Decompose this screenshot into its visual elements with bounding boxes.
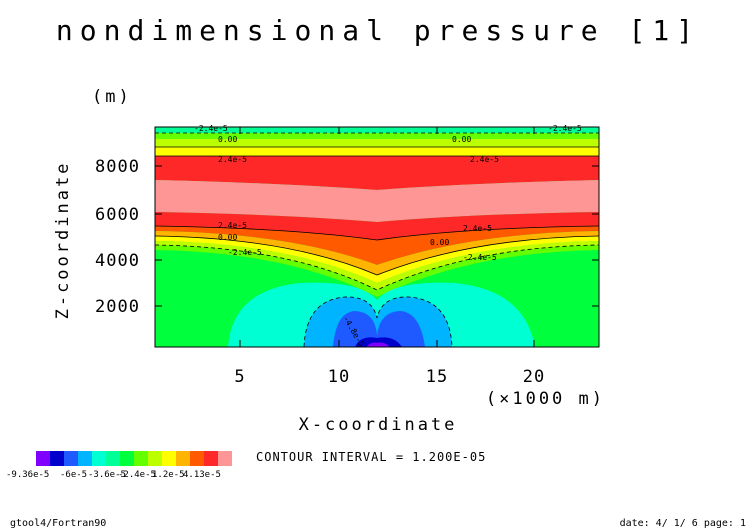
band-purple <box>366 342 390 347</box>
contour-label: 2.4e-5 <box>463 224 492 233</box>
y-axis-label: Z-coordinate <box>53 161 73 320</box>
contour-label: 0.00 <box>218 135 237 144</box>
band-top-1 <box>155 127 599 133</box>
colorbar-label: 1.2e-5 <box>152 470 185 480</box>
y-tick-label: 8000 <box>95 157 140 177</box>
colorbar-swatch <box>162 451 176 466</box>
x-axis-label: X-coordinate <box>299 415 458 435</box>
contour-line <box>155 244 599 291</box>
band-blue <box>333 311 425 347</box>
colorbar-label: 4.13e-5 <box>183 470 221 480</box>
band-light-green <box>155 245 599 297</box>
contour-line <box>155 225 599 241</box>
chart-title: nondimensional pressure [1] <box>56 14 700 47</box>
contour-label: -2.4e-5 <box>228 248 262 257</box>
band-light-orange <box>155 231 599 275</box>
colorbar-swatch <box>106 451 120 466</box>
contour-label: -2.4e-5 <box>194 124 228 133</box>
y-axis-unit: (m) <box>92 87 132 107</box>
colorbar-swatch <box>36 451 50 466</box>
contour-field <box>155 127 599 347</box>
colorbar-swatch <box>190 451 204 466</box>
contour-label: 2.4e-5 <box>218 221 247 230</box>
x-tick-label: 20 <box>523 367 545 387</box>
colorbar-swatch <box>176 451 190 466</box>
colorbar-swatch <box>50 451 64 466</box>
footer-left: gtool4/Fortran90 <box>10 518 106 529</box>
contour-label: -2.4e-5 <box>548 124 582 133</box>
colorbar-label: -6e-5 <box>60 470 87 480</box>
y-tick-label: 6000 <box>95 205 140 225</box>
band-orange <box>155 226 599 265</box>
band-top-4 <box>155 147 599 156</box>
colorbar-swatch <box>64 451 78 466</box>
contour-label: -2.4e-5 <box>463 253 497 262</box>
band-pink <box>155 180 599 222</box>
colorbar-swatch <box>120 451 134 466</box>
band-dark-blue <box>355 337 402 347</box>
contour-label: 0.00 <box>430 238 449 247</box>
band-red-upper <box>155 156 599 190</box>
plot-frame <box>154 126 600 348</box>
y-tick-label: 2000 <box>95 297 140 317</box>
band-red-lower <box>155 212 599 240</box>
x-axis-unit: (×1000 m) <box>486 389 605 409</box>
x-tick-label: 15 <box>426 367 448 387</box>
colorbar-swatch <box>148 451 162 466</box>
contour-line <box>155 235 599 276</box>
footer-right: date: 4/ 1/ 6 page: 1 <box>620 518 746 529</box>
tick-marks <box>155 127 599 347</box>
x-tick-label: 5 <box>234 367 245 387</box>
band-top-2 <box>155 133 599 139</box>
colorbar-swatch <box>218 451 232 466</box>
colorbar-swatch <box>78 451 92 466</box>
x-tick-label: 10 <box>328 367 350 387</box>
band-yellow <box>155 236 599 283</box>
colorbar-label: -9.36e-5 <box>6 470 49 480</box>
colorbar-label: -2.4e-5 <box>118 470 156 480</box>
contour-label: 0.00 <box>452 135 471 144</box>
band-top-3 <box>155 139 599 147</box>
colorbar-swatch <box>134 451 148 466</box>
colorbar-swatch <box>92 451 106 466</box>
contour-label: 2.4e-5 <box>470 155 499 164</box>
band-yellow-green <box>155 241 599 290</box>
colorbar-swatch <box>204 451 218 466</box>
colorbar <box>36 451 232 466</box>
contour-label: 2.4e-5 <box>218 155 247 164</box>
colorbar-label: -3.6e-5 <box>88 470 126 480</box>
contour-label: 0.00 <box>218 233 237 242</box>
y-tick-label: 4000 <box>95 251 140 271</box>
contour-interval: CONTOUR INTERVAL = 1.200E-05 <box>256 450 486 464</box>
contour-line <box>303 296 453 347</box>
